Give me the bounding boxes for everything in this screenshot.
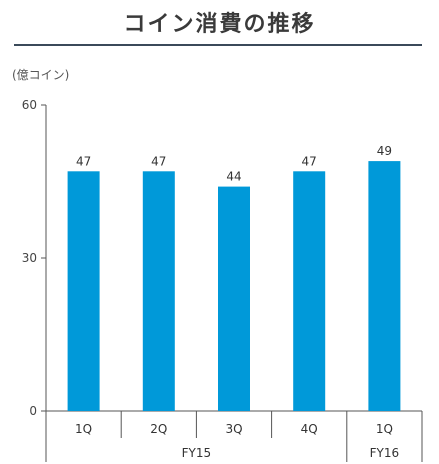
category-label: 1Q <box>376 422 393 436</box>
y-tick-labels: 0 30 60 <box>22 98 37 418</box>
category-label: 4Q <box>301 422 318 436</box>
category-label: 3Q <box>225 422 242 436</box>
data-label: 47 <box>151 154 166 168</box>
bar <box>67 171 100 411</box>
bar <box>368 161 401 411</box>
data-label: 47 <box>302 154 317 168</box>
group-label: FY16 <box>370 446 400 460</box>
y-tick-label: 30 <box>22 251 37 265</box>
data-label: 44 <box>226 170 241 184</box>
category-label: 2Q <box>150 422 167 436</box>
data-labels: 47 47 44 47 49 <box>76 144 392 184</box>
bar <box>293 171 326 411</box>
data-label: 47 <box>76 154 91 168</box>
data-label: 49 <box>377 144 392 158</box>
page-title: コイン消費の推移 <box>123 12 316 37</box>
category-label: 1Q <box>75 422 92 436</box>
bar <box>142 171 175 411</box>
bar-series <box>67 161 401 411</box>
y-tick-label: 0 <box>29 404 37 418</box>
group-label: FY15 <box>182 446 212 460</box>
y-axis-unit-label: (億コイン) <box>12 68 70 82</box>
y-tick-label: 60 <box>22 98 37 112</box>
title-divider <box>14 44 422 46</box>
category-labels: 1Q 2Q 3Q 4Q 1Q FY15 FY16 <box>75 422 399 460</box>
bar <box>218 186 250 411</box>
